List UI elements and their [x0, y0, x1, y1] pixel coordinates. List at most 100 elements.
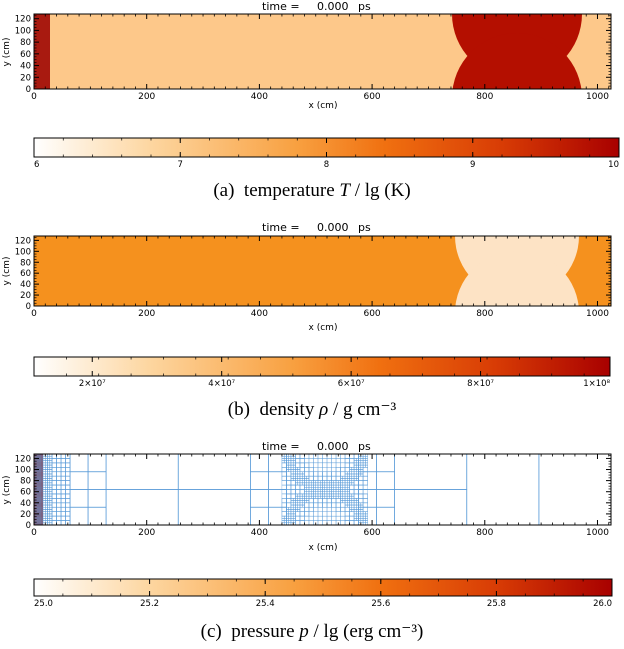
caption-b-label: (b) — [227, 399, 250, 420]
panel-c-time-value: 0.000 — [317, 440, 349, 453]
caption-a-text: temperature — [243, 180, 335, 201]
x-tick-label: 800 — [476, 92, 493, 102]
caption-c-unit: / lg (erg cm⁻³) — [313, 621, 424, 642]
colorbar-tick-label: 25.4 — [256, 599, 275, 609]
panel-b-x-axis: 0 200 400 600 800 1000 — [31, 236, 609, 319]
colorbar-tick-label: 26.0 — [593, 599, 612, 609]
caption-b-text: density — [259, 399, 315, 420]
y-tick-label: 100 — [15, 26, 31, 36]
caption-c-text: pressure — [231, 621, 295, 642]
caption-a-label: (a) — [213, 180, 235, 201]
panel-c-x-axis: 0 200 400 600 800 1000 — [31, 454, 609, 538]
panel-a-axes-frame — [33, 13, 612, 90]
caption-c-label: (c) — [200, 621, 222, 642]
y-tick-label: 100 — [15, 247, 31, 257]
x-tick-label: 200 — [138, 92, 155, 102]
caption-a: (a) temperature T / lg (K) — [0, 180, 624, 202]
x-tick-label: 800 — [476, 528, 493, 538]
panel-a-left-hot-edge — [34, 14, 50, 89]
panel-a-lower-hot-circle — [452, 33, 582, 89]
y-tick-label: 100 — [15, 466, 31, 476]
colorbar-tick-label: 1×10⁸ — [583, 379, 610, 389]
caption-a-unit: / lg (K) — [354, 180, 411, 201]
x-tick-label: 0 — [31, 92, 37, 102]
panel-b-y-label: y (cm) — [2, 257, 12, 286]
x-tick-label: 1000 — [586, 528, 609, 538]
y-tick-label: 20 — [20, 510, 31, 520]
y-tick-label: 80 — [20, 38, 31, 48]
panel-b-colorbar-axis: 2×10⁷ 4×10⁷ 6×10⁷ 8×10⁷ 1×10⁸ — [66, 357, 611, 389]
panel-c-time-label: time = — [262, 440, 300, 453]
colorbar-tick-label: 25.2 — [140, 599, 159, 609]
panel-a-x-axis: 0 200 400 600 800 1000 — [31, 14, 609, 102]
panel-b-colorbar — [33, 356, 611, 377]
panel-b-time-value: 0.000 — [317, 221, 349, 234]
x-tick-label: 800 — [476, 309, 493, 319]
panel-b-lower-light-circle — [455, 251, 579, 306]
caption-c: (c) pressure p / lg (erg cm⁻³) — [0, 620, 624, 643]
panel-a-time-unit: ps — [358, 0, 371, 13]
y-tick-label: 40 — [20, 499, 31, 509]
colorbar-tick-label: 6 — [34, 160, 39, 170]
panel-a: time = 0.000 ps 0 200 400 600 800 1000 020406… — [2, 0, 620, 170]
colorbar-tick-label: 6×10⁷ — [338, 379, 365, 389]
x-tick-label: 400 — [251, 528, 268, 538]
panel-b: time = 0.000 ps 0 200 400 600 800 1000 020406… — [2, 221, 612, 389]
colorbar-tick-label: 9 — [470, 160, 475, 170]
panel-a-y-label: y (cm) — [2, 38, 12, 67]
colorbar-tick-label: 4×10⁷ — [208, 379, 235, 389]
panel-c-y-label: y (cm) — [2, 476, 12, 505]
x-tick-label: 200 — [138, 528, 155, 538]
caption-a-symbol: T — [339, 180, 350, 201]
x-tick-label: 600 — [363, 92, 380, 102]
y-tick-label: 60 — [20, 50, 31, 60]
panel-c-amr-mesh — [33, 453, 612, 526]
y-tick-label: 40 — [20, 62, 31, 72]
colorbar-tick-label: 25.0 — [34, 599, 53, 609]
y-tick-label: 120 — [15, 15, 31, 25]
y-tick-label: 120 — [15, 236, 31, 246]
y-tick-label: 60 — [20, 269, 31, 279]
panel-a-time-value: 0.000 — [317, 0, 349, 13]
y-tick-label: 60 — [20, 488, 31, 498]
y-tick-label: 80 — [20, 477, 31, 487]
panel-a-field — [34, 14, 611, 89]
caption-c-symbol: p — [299, 621, 309, 642]
caption-b: (b) density ρ / g cm⁻³ — [0, 398, 624, 421]
y-tick-label: 20 — [20, 291, 31, 301]
panel-c-time-unit: ps — [358, 440, 371, 453]
caption-b-symbol: ρ — [319, 399, 329, 420]
colorbar-tick-label: 7 — [178, 160, 183, 170]
y-tick-label: 120 — [15, 454, 31, 464]
colorbar-tick-label: 8 — [324, 160, 329, 170]
caption-b-unit: / g cm⁻³ — [332, 399, 397, 420]
x-tick-label: 400 — [251, 92, 268, 102]
panel-b-time-label: time = — [262, 221, 300, 234]
panel-c: time = 0.000 ps 0 200 400 600 800 1000 020406… — [2, 440, 613, 609]
panel-c-x-label: x (cm) — [309, 543, 338, 553]
panel-b-x-label: x (cm) — [309, 323, 338, 333]
y-tick-label: 0 — [26, 302, 31, 312]
panel-b-time-unit: ps — [358, 221, 371, 234]
colorbar-tick-label: 2×10⁷ — [79, 379, 106, 389]
panel-a-time-label: time = — [262, 0, 300, 13]
panel-c-colorbar-axis: 25.0 25.2 25.4 25.6 25.8 26.0 — [33, 579, 613, 609]
y-tick-label: 0 — [26, 85, 31, 95]
panel-b-field — [34, 236, 611, 306]
y-tick-label: 40 — [20, 280, 31, 290]
colorbar-tick-label: 25.8 — [487, 599, 506, 609]
y-tick-label: 20 — [20, 73, 31, 83]
x-tick-label: 1000 — [586, 309, 609, 319]
x-tick-label: 200 — [138, 309, 155, 319]
panel-a-colorbar-axis: 6 7 8 9 10 — [33, 138, 620, 170]
panel-a-x-label: x (cm) — [309, 101, 338, 111]
x-tick-label: 400 — [251, 309, 268, 319]
panel-c-axes-frame — [33, 453, 612, 526]
x-tick-label: 0 — [31, 528, 37, 538]
panel-b-axes-frame — [33, 235, 612, 307]
panel-c-colorbar — [33, 578, 613, 597]
